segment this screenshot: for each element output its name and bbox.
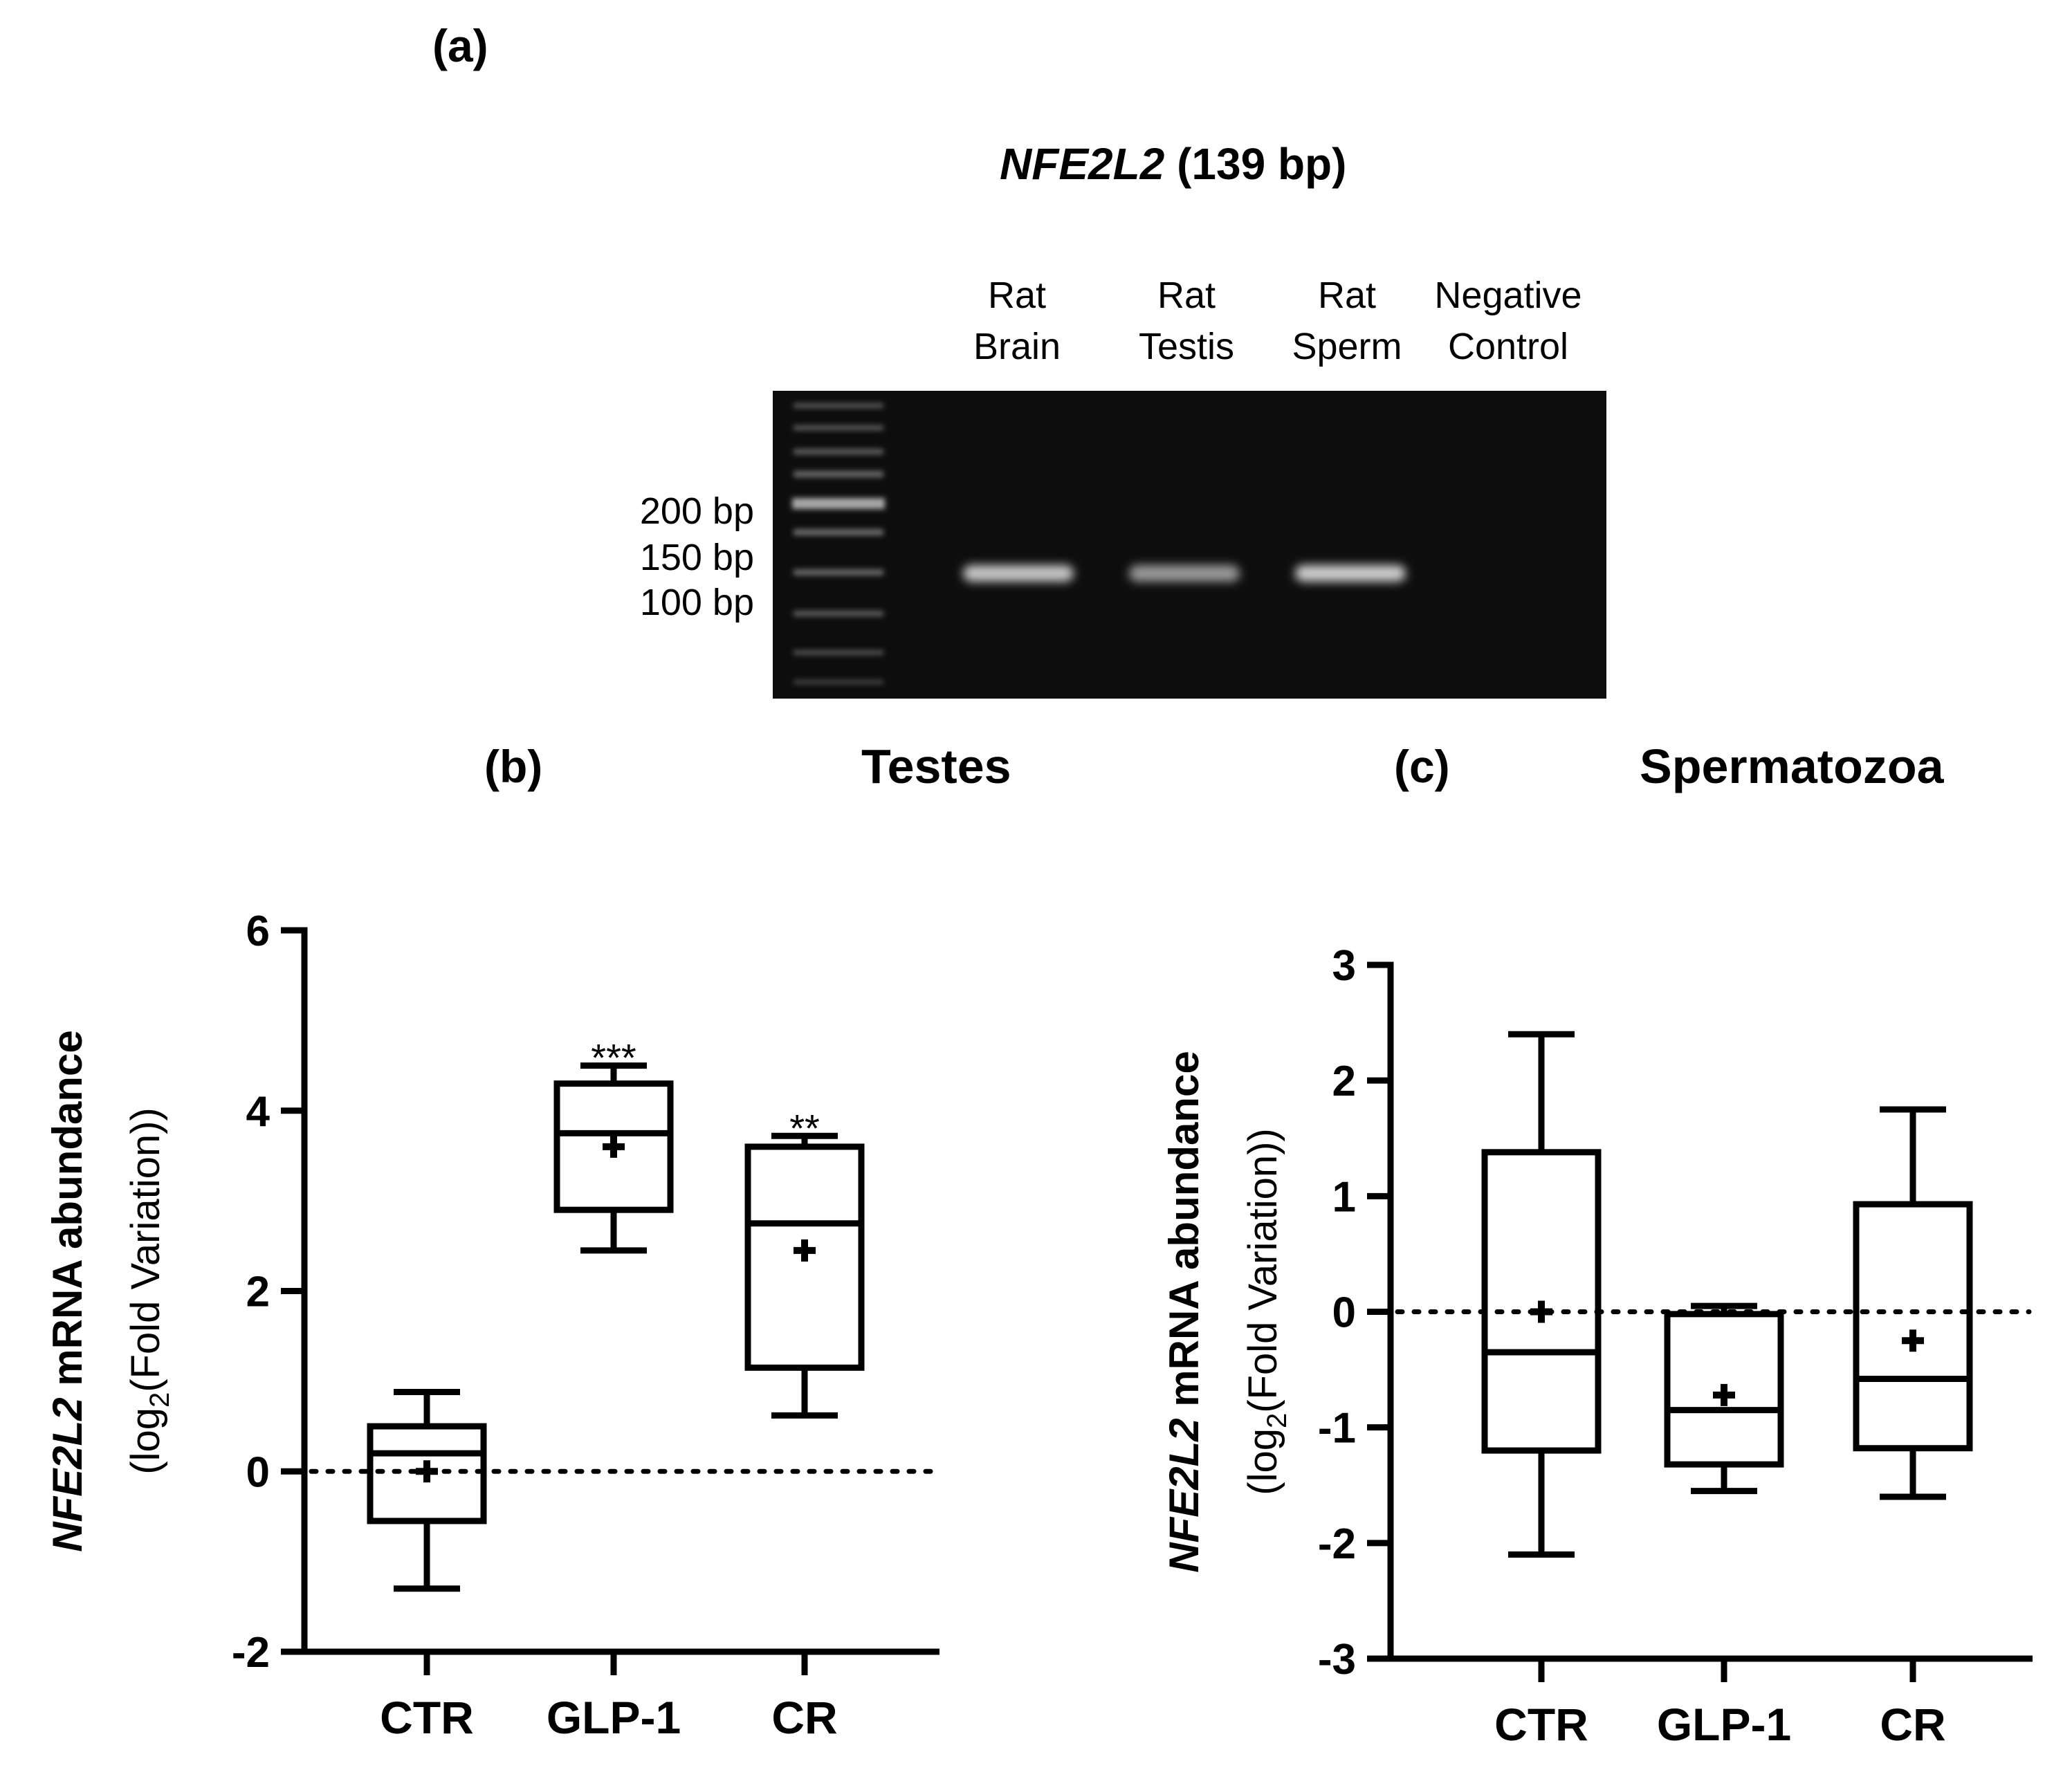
band-rat-sperm (1295, 565, 1406, 582)
x-tick-label: CTR (380, 1692, 474, 1743)
mean-marker (1902, 1329, 1924, 1352)
box-iqr (1481, 1149, 1602, 1454)
gel-gene-name: NFE2L2 (1000, 139, 1165, 189)
significance-label: ** (789, 1106, 820, 1150)
y-axis-label: NFE2L2 mRNA abundance (1161, 1051, 1207, 1573)
lane-label-negative-control: Negative Control (1418, 270, 1598, 372)
panel-c-label: (c) (1394, 741, 1450, 792)
mean-marker (603, 1135, 625, 1158)
x-tick-label: CTR (1494, 1699, 1588, 1750)
band-rat-testis (1129, 565, 1240, 582)
x-tick-label: CR (1880, 1699, 1945, 1750)
panel-a-label: (a) (432, 20, 488, 71)
ladder-band (794, 425, 883, 430)
ladder-label-150: 150 bp (639, 537, 754, 578)
y-tick-label: 2 (246, 1269, 270, 1316)
y-tick-label: 0 (1332, 1289, 1356, 1337)
ladder-band (794, 611, 883, 616)
lane-label-line: Negative (1434, 275, 1582, 316)
lane-label-rat-sperm: Rat Sperm (1257, 270, 1437, 372)
significance-label: *** (591, 1036, 636, 1080)
ladder-band (794, 449, 883, 454)
y-axis-gene: NFE2L2 (1161, 1418, 1207, 1572)
ladder-label-200: 200 bp (639, 490, 754, 532)
lane-label-line: Rat (1157, 275, 1216, 316)
y-tick-label: -1 (1318, 1405, 1356, 1453)
ladder-band-200 (792, 498, 885, 509)
y-axis-label-part: (Fold Variation)) (1240, 1128, 1285, 1413)
y-axis-label-part: 2 (145, 1392, 175, 1408)
ladder-band (794, 471, 883, 477)
ladder-band (794, 403, 883, 408)
y-axis-label-part: (Fold Variation)) (123, 1107, 168, 1392)
lane-label-line: Control (1447, 326, 1569, 367)
box-iqr (367, 1423, 487, 1524)
mean-marker (1713, 1383, 1735, 1406)
box-iqr (1853, 1201, 1973, 1452)
lane-label-line: Rat (987, 275, 1047, 316)
y-tick-label: 6 (246, 907, 270, 955)
x-tick-label: CR (771, 1692, 837, 1743)
x-tick-label: GLP-1 (547, 1692, 681, 1743)
y-tick-label: 2 (1332, 1058, 1356, 1105)
lane-label-rat-testis: Rat Testis (1097, 270, 1276, 372)
y-axis-label-rest: mRNA abundance (1161, 1051, 1207, 1418)
y-axis-label-part: (log (123, 1408, 168, 1475)
ladder-band (794, 680, 883, 684)
box-iqr (744, 1143, 865, 1371)
mean-marker (1530, 1300, 1552, 1323)
y-tick-label: 1 (1332, 1173, 1356, 1221)
y-tick-label: -3 (1318, 1636, 1356, 1684)
y-axis-label-rest: mRNA abundance (44, 1030, 91, 1397)
y-axis-label-line2: (log2(Fold Variation)) (1240, 1128, 1292, 1495)
mean-marker (794, 1239, 816, 1262)
box-iqr (1664, 1311, 1784, 1468)
y-axis-label-part: (log (1240, 1428, 1285, 1495)
y-tick-label: 0 (246, 1448, 270, 1496)
ladder-band (794, 569, 883, 575)
lane-label-rat-brain: Rat Brain (927, 270, 1107, 372)
y-tick-label: 4 (246, 1088, 271, 1136)
ladder-band (794, 529, 883, 535)
gel-svg (773, 391, 1606, 699)
band-rat-brain (963, 565, 1074, 582)
ladder-lane (792, 403, 885, 684)
box-iqr (553, 1080, 674, 1213)
y-tick-label: -2 (232, 1629, 270, 1677)
y-tick-label: -2 (1318, 1520, 1356, 1568)
y-axis-label-line2: (log2(Fold Variation)) (123, 1107, 175, 1474)
ladder-label-100: 100 bp (639, 582, 754, 623)
lane-label-line: Brain (973, 326, 1061, 367)
spermatozoa-boxplot: NFE2L2 mRNA abundance(log2(Fold Variatio… (1161, 942, 2033, 1750)
y-axis-gene: NFE2L2 (44, 1397, 91, 1551)
ladder-band (794, 650, 883, 655)
gel-title: NFE2L2 (139 bp) (1000, 138, 1346, 190)
lane-label-line: Rat (1317, 275, 1377, 316)
panel-c-title: Spermatozoa (1640, 739, 1944, 793)
gel-amplicon-size: (139 bp) (1177, 139, 1347, 189)
x-tick-label: GLP-1 (1657, 1699, 1791, 1750)
gel-image (773, 391, 1606, 699)
lane-label-line: Sperm (1292, 326, 1402, 367)
y-axis-label-part: 2 (1262, 1413, 1292, 1428)
mean-marker (416, 1460, 438, 1483)
panel-b-title: Testes (861, 739, 1011, 793)
lane-label-line: Testis (1138, 326, 1235, 367)
gel-background (773, 391, 1606, 699)
testes-boxplot: NFE2L2 mRNA abundance(log2(Fold Variatio… (44, 907, 939, 1743)
y-axis-label: NFE2L2 mRNA abundance (44, 1030, 91, 1552)
panel-b-label: (b) (484, 741, 543, 792)
y-tick-label: 3 (1332, 942, 1356, 990)
